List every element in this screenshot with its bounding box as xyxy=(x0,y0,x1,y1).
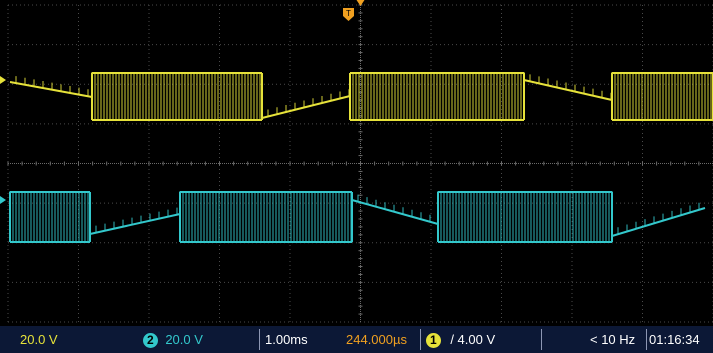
ch2-scale-value: 20.0 V xyxy=(165,332,203,347)
trigger-position-readout[interactable]: 244.000µs xyxy=(346,326,407,353)
level-markers xyxy=(0,0,365,204)
trigger-level-value: / 4.00 V xyxy=(450,332,496,347)
timebase-value: 1.00ms xyxy=(265,332,308,347)
waveform-screen xyxy=(0,0,713,323)
channel-1-waveform xyxy=(9,72,713,121)
divider xyxy=(646,329,647,350)
clock-value: 01:16:34 xyxy=(649,332,700,347)
ch1-scale-value: 20.0 V xyxy=(20,332,58,347)
frequency-readout: < 10 Hz xyxy=(590,326,635,353)
trigger-channel-badge: 1 xyxy=(426,333,441,349)
clock-readout: 01:16:34 xyxy=(649,326,700,353)
ch1-ground-marker-icon xyxy=(0,76,6,84)
divider xyxy=(420,329,421,350)
ch2-ground-marker-icon xyxy=(0,196,6,204)
ch1-scale-readout[interactable]: 20.0 V xyxy=(20,326,58,353)
trigger-point-icon xyxy=(356,0,365,6)
waveform-trace xyxy=(9,191,706,243)
divider xyxy=(259,329,260,350)
waveform-trace xyxy=(9,72,713,121)
divider xyxy=(541,329,542,350)
trigger-position-value: 244.000µs xyxy=(346,332,407,347)
timebase-readout[interactable]: 1.00ms xyxy=(265,326,308,353)
status-bar: 20.0 V 2 20.0 V 1.00ms 244.000µs 1 / 4.0… xyxy=(0,326,713,353)
waveform-pulses xyxy=(15,72,712,120)
ch2-badge: 2 xyxy=(143,333,158,349)
trigger-readout[interactable]: 1 / 4.00 V xyxy=(426,326,495,353)
frequency-value: < 10 Hz xyxy=(590,332,636,347)
channel-2-waveform xyxy=(9,191,706,243)
ch2-scale-readout[interactable]: 2 20.0 V xyxy=(143,326,203,353)
trigger-position-marker-icon[interactable]: T xyxy=(343,8,354,21)
trigger-marker-label: T xyxy=(346,9,351,18)
